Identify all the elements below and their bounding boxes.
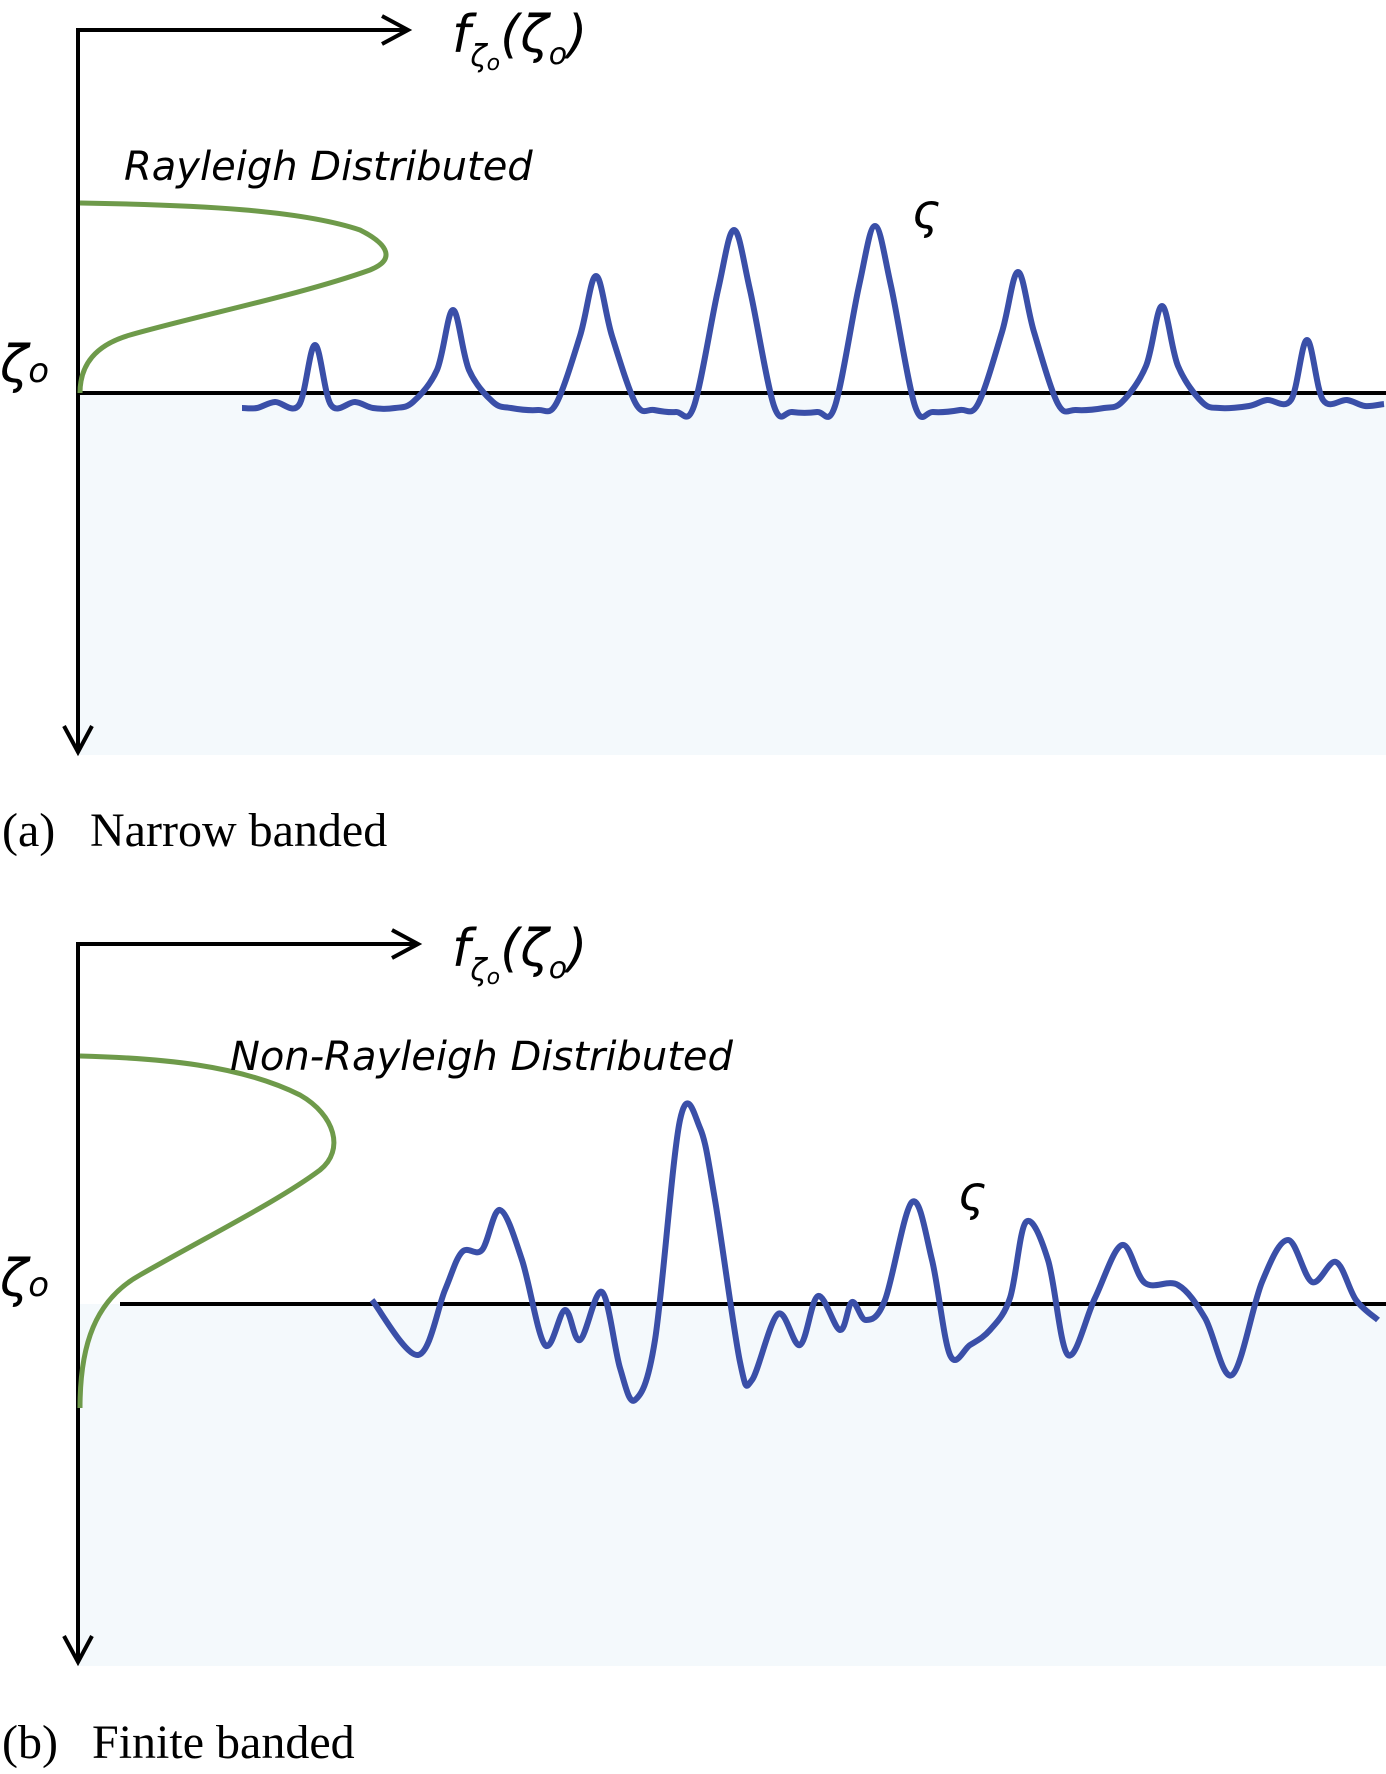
panel-a-horizontal-axis-arrow bbox=[381, 14, 413, 46]
panel-a: fζo(ζo) Rayleigh Distributed ς ζo (a) Nar… bbox=[0, 5, 1386, 857]
panel-a-rayleigh-curve bbox=[77, 200, 389, 394]
panel-b-non-rayleigh-curve bbox=[77, 1053, 337, 1409]
panel-a-wave bbox=[241, 223, 1385, 420]
panel-b-vertical-axis-arrow bbox=[62, 1635, 94, 1667]
panel-a-background bbox=[78, 393, 1386, 755]
panel-b-horizontal-axis-arrow bbox=[391, 928, 423, 960]
panel-b-wave-symbol: ς bbox=[958, 1166, 986, 1222]
panel-b-wave bbox=[369, 1100, 1380, 1404]
panel-a-distribution-label: Rayleigh Distributed bbox=[124, 144, 533, 190]
panel-b-caption: (b) Finite banded bbox=[2, 1716, 355, 1769]
panel-b-distribution-label: Non-Rayleigh Distributed bbox=[230, 1034, 733, 1080]
panel-b-background bbox=[78, 1304, 1386, 1666]
panel-b: fζo(ζo) Non-Rayleigh Distributed ς ζo (b… bbox=[0, 919, 1386, 1769]
panel-a-caption: (a) Narrow banded bbox=[2, 804, 387, 857]
panel-b-axis-symbol: ζo bbox=[0, 1249, 49, 1309]
panel-a-density-label: fζo(ζo) bbox=[452, 5, 587, 76]
panel-a-axis-symbol: ζo bbox=[0, 335, 49, 395]
panel-a-vertical-axis-arrow bbox=[62, 725, 94, 757]
panel-b-density-label: fζo(ζo) bbox=[452, 919, 587, 990]
panel-a-wave-symbol: ς bbox=[912, 184, 940, 240]
